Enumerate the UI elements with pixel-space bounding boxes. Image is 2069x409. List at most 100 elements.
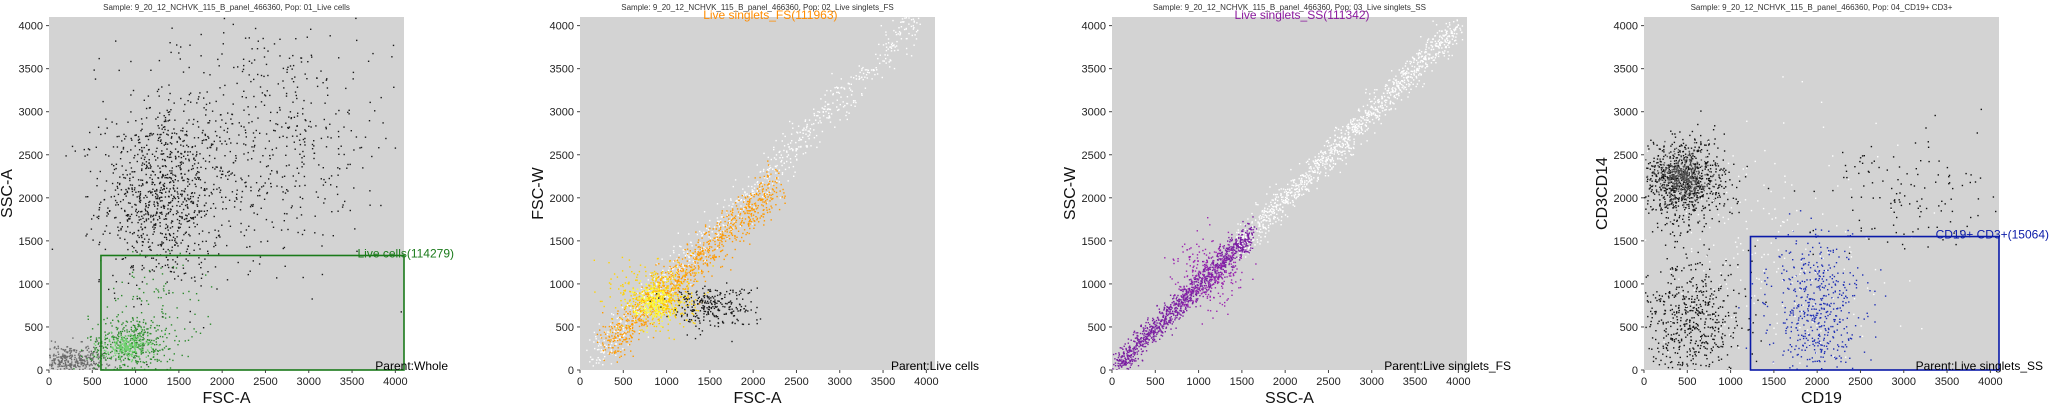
data-point xyxy=(112,348,113,349)
data-point xyxy=(670,311,671,312)
data-point xyxy=(790,142,791,143)
data-point xyxy=(242,96,243,97)
data-point xyxy=(95,78,96,79)
data-point xyxy=(227,112,228,113)
data-point xyxy=(594,291,595,292)
data-point xyxy=(106,356,107,357)
data-point xyxy=(76,358,77,359)
data-point xyxy=(633,289,634,290)
data-point xyxy=(169,182,170,183)
data-point xyxy=(287,67,288,68)
data-point xyxy=(657,320,658,321)
y-tick-label: 1500 xyxy=(19,236,43,248)
data-point xyxy=(148,168,149,169)
data-point xyxy=(710,258,711,259)
data-point xyxy=(156,190,157,191)
data-point xyxy=(112,320,113,321)
data-point xyxy=(779,209,780,210)
data-point xyxy=(708,249,709,250)
data-point xyxy=(640,320,641,321)
data-point xyxy=(749,202,750,203)
data-point xyxy=(79,356,80,357)
data-point xyxy=(713,257,714,258)
data-point xyxy=(160,134,161,135)
data-point xyxy=(719,237,720,238)
data-point xyxy=(648,292,649,293)
data-point xyxy=(906,11,907,12)
data-point xyxy=(105,346,106,347)
data-point xyxy=(689,260,690,261)
data-point xyxy=(180,227,181,228)
data-point xyxy=(196,154,197,155)
data-point xyxy=(670,277,671,278)
data-point xyxy=(740,224,741,225)
data-point xyxy=(226,208,227,209)
data-point xyxy=(156,266,157,267)
data-point xyxy=(134,325,135,326)
data-point xyxy=(125,338,126,339)
data-point xyxy=(86,358,87,359)
data-point xyxy=(152,269,153,270)
data-point xyxy=(749,223,750,224)
data-point xyxy=(194,212,195,213)
data-point xyxy=(641,329,642,330)
data-point xyxy=(205,134,206,135)
data-point xyxy=(82,369,83,370)
data-point xyxy=(232,123,233,124)
data-point xyxy=(648,312,649,313)
data-point xyxy=(161,309,162,310)
data-point xyxy=(896,34,897,35)
data-point xyxy=(353,187,354,188)
data-point xyxy=(122,343,123,344)
data-point xyxy=(694,307,695,308)
data-point xyxy=(227,131,228,132)
data-point xyxy=(717,239,718,240)
data-point xyxy=(205,168,206,169)
data-point xyxy=(670,255,671,256)
data-point xyxy=(691,297,692,298)
data-point xyxy=(198,162,199,163)
data-point xyxy=(676,272,677,273)
data-point xyxy=(299,154,300,155)
data-point xyxy=(617,276,618,277)
data-point xyxy=(652,306,653,307)
data-point xyxy=(666,281,667,282)
data-point xyxy=(676,300,677,301)
data-point xyxy=(691,295,692,296)
data-point xyxy=(184,328,185,329)
data-point xyxy=(268,165,269,166)
data-point xyxy=(165,175,166,176)
data-point xyxy=(662,299,663,300)
data-point xyxy=(877,73,878,74)
data-point xyxy=(692,252,693,253)
data-point xyxy=(117,328,118,329)
data-point xyxy=(631,337,632,338)
data-point xyxy=(51,364,52,365)
data-point xyxy=(113,288,114,289)
data-point xyxy=(621,356,622,357)
data-point xyxy=(143,322,144,323)
data-point xyxy=(188,340,189,341)
data-point xyxy=(261,208,262,209)
data-point xyxy=(150,192,151,193)
data-point xyxy=(889,66,890,67)
data-point xyxy=(181,153,182,154)
data-point xyxy=(58,359,59,360)
data-point xyxy=(111,337,112,338)
data-point xyxy=(654,300,655,301)
data-point xyxy=(292,136,293,137)
data-point xyxy=(620,334,621,335)
data-point xyxy=(205,202,206,203)
data-point xyxy=(195,174,196,175)
data-point xyxy=(630,350,631,351)
data-point xyxy=(315,125,316,126)
data-point xyxy=(787,144,788,145)
data-point xyxy=(133,306,134,307)
data-point xyxy=(196,151,197,152)
data-point xyxy=(166,294,167,295)
data-point xyxy=(102,354,103,355)
data-point xyxy=(336,186,337,187)
data-point xyxy=(722,231,723,232)
data-point xyxy=(865,88,866,89)
data-point xyxy=(746,193,747,194)
